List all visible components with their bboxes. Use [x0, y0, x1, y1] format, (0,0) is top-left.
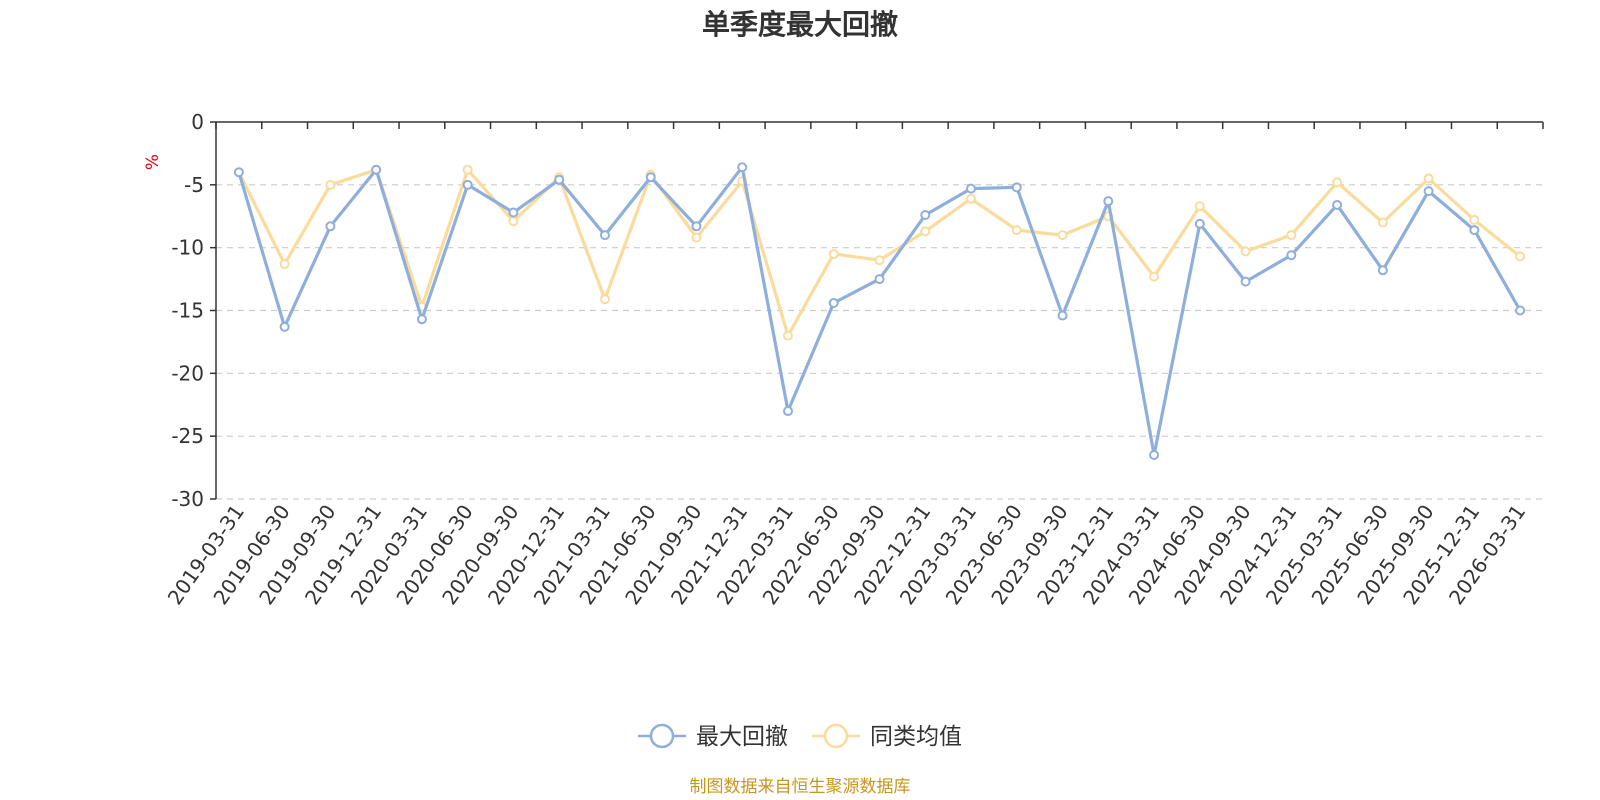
data-point[interactable]: [554, 174, 565, 185]
data-point[interactable]: [599, 294, 610, 305]
data-point[interactable]: [279, 321, 290, 332]
legend-marker-icon: [823, 723, 849, 749]
data-point[interactable]: [325, 179, 336, 190]
series-lines: [233, 162, 1526, 461]
data-point[interactable]: [1469, 215, 1480, 226]
data-point[interactable]: [1011, 225, 1022, 236]
legend[interactable]: 最大回撤 同类均值: [638, 723, 962, 750]
y-tick-label: -20: [171, 361, 204, 385]
data-point[interactable]: [1103, 196, 1114, 207]
data-point[interactable]: [1286, 230, 1297, 241]
data-point[interactable]: [1194, 201, 1205, 212]
data-point[interactable]: [1332, 199, 1343, 210]
data-point[interactable]: [462, 179, 473, 190]
data-point[interactable]: [874, 274, 885, 285]
y-tick-label: -15: [171, 299, 204, 323]
data-point[interactable]: [233, 167, 244, 178]
data-point[interactable]: [1377, 217, 1388, 228]
series-peer-average: [233, 164, 1526, 341]
data-point[interactable]: [1423, 186, 1434, 197]
data-point[interactable]: [966, 193, 977, 204]
data-point[interactable]: [828, 297, 839, 308]
data-point[interactable]: [599, 230, 610, 241]
data-point[interactable]: [508, 216, 519, 227]
data-point[interactable]: [737, 162, 748, 173]
data-point[interactable]: [371, 164, 382, 175]
data-point[interactable]: [1286, 250, 1297, 261]
data-point[interactable]: [1057, 230, 1068, 241]
legend-label: 同类均值: [870, 724, 962, 750]
data-point[interactable]: [462, 164, 473, 175]
data-point[interactable]: [508, 207, 519, 218]
data-point[interactable]: [1194, 218, 1205, 229]
data-point[interactable]: [1377, 265, 1388, 276]
y-tick-label: -10: [171, 236, 204, 260]
data-source-note: 制图数据来自恒生聚源数据库: [690, 777, 911, 797]
data-point[interactable]: [920, 209, 931, 220]
data-point[interactable]: [920, 226, 931, 237]
y-tick-label: -5: [184, 173, 204, 197]
legend-item-max-drawdown[interactable]: 最大回撤: [638, 723, 788, 750]
y-tick-label: -25: [171, 424, 204, 448]
data-point[interactable]: [966, 183, 977, 194]
chart-title: 单季度最大回撤: [702, 8, 898, 41]
y-axis-unit: %: [143, 154, 163, 170]
data-point[interactable]: [1149, 271, 1160, 282]
data-point[interactable]: [325, 221, 336, 232]
data-point[interactable]: [828, 248, 839, 259]
data-point[interactable]: [1515, 251, 1526, 262]
series-max-drawdown: [233, 162, 1526, 461]
legend-marker-icon: [649, 723, 675, 749]
data-point[interactable]: [691, 221, 702, 232]
y-tick-label: 0: [191, 110, 204, 134]
data-point[interactable]: [1240, 246, 1251, 257]
data-point[interactable]: [1332, 177, 1343, 188]
data-point[interactable]: [279, 259, 290, 270]
data-point[interactable]: [1057, 310, 1068, 321]
legend-item-peer-average[interactable]: 同类均值: [812, 723, 962, 750]
data-point[interactable]: [1515, 305, 1526, 316]
data-point[interactable]: [1423, 173, 1434, 184]
data-point[interactable]: [782, 330, 793, 341]
data-point[interactable]: [645, 172, 656, 183]
data-point[interactable]: [691, 232, 702, 243]
data-point[interactable]: [1240, 276, 1251, 287]
y-tick-label: -30: [171, 487, 204, 511]
data-point[interactable]: [416, 314, 427, 325]
data-point[interactable]: [874, 255, 885, 266]
legend-label: 最大回撤: [696, 724, 788, 750]
data-point[interactable]: [1469, 225, 1480, 236]
grid-lines: [216, 184, 1543, 500]
data-point[interactable]: [1011, 182, 1022, 193]
data-point[interactable]: [1149, 450, 1160, 461]
data-point[interactable]: [782, 406, 793, 417]
